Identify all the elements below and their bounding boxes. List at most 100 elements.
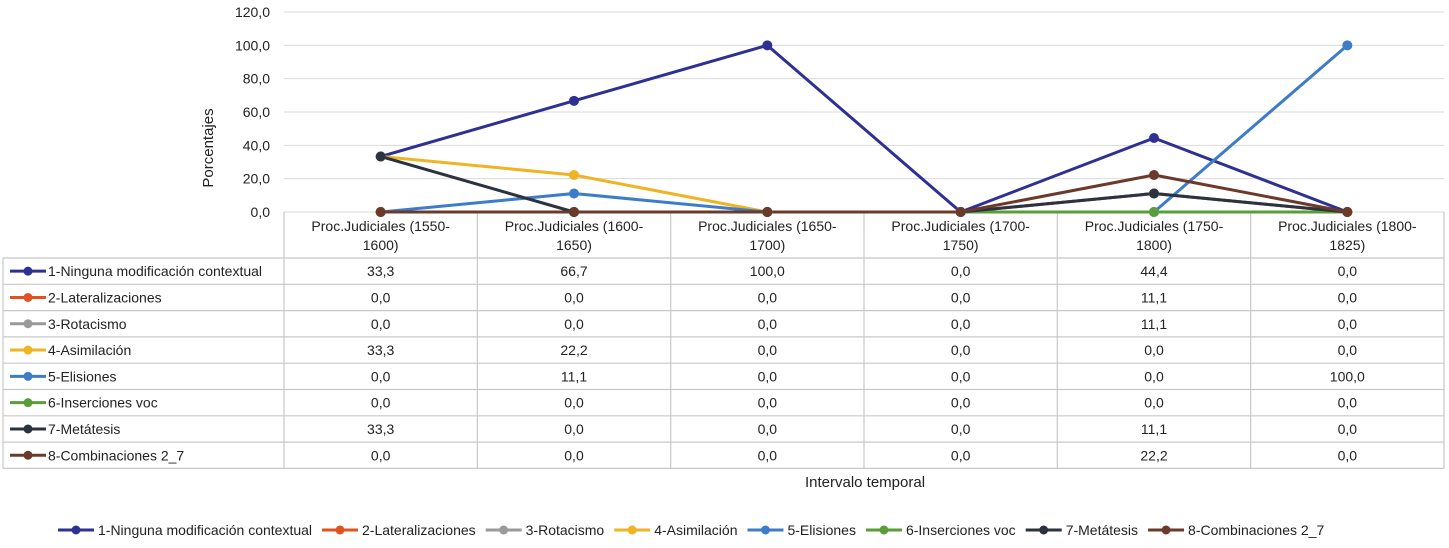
x-category-label: Proc.Judiciales (1600- <box>505 218 644 234</box>
y-tick-label: 20,0 <box>243 171 270 187</box>
table-row-series-name: 4-Asimilación <box>48 342 131 358</box>
series-line <box>380 173 1348 214</box>
data-point <box>569 207 579 217</box>
table-cell-value: 22,2 <box>560 342 587 358</box>
data-point <box>1342 40 1353 51</box>
table-cell-value: 100,0 <box>1330 368 1365 384</box>
legend-label: 5-Elisiones <box>787 522 855 538</box>
table-cell-value: 33,3 <box>367 263 394 279</box>
table-row-key-marker <box>23 371 33 381</box>
data-point <box>569 170 579 180</box>
table-cell-value: 0,0 <box>951 421 971 437</box>
legend-key-marker <box>760 525 770 535</box>
legend-key-marker <box>499 525 509 535</box>
table-cell-value: 0,0 <box>758 289 778 305</box>
legend-key-marker <box>1039 525 1049 535</box>
series-line <box>380 192 1348 214</box>
table-cell-value: 0,0 <box>951 316 971 332</box>
data-point <box>762 40 773 51</box>
table-cell-value: 0,0 <box>1144 395 1164 411</box>
table-cell-value: 0,0 <box>1338 316 1358 332</box>
table-cell-value: 44,4 <box>1140 263 1167 279</box>
table-cell-value: 0,0 <box>951 289 971 305</box>
x-axis-title: Intervalo temporal <box>805 474 925 491</box>
table-cell-value: 0,0 <box>951 342 971 358</box>
data-point <box>1149 133 1159 143</box>
x-category-label: 1750) <box>943 237 979 253</box>
table-cell-value: 0,0 <box>1338 395 1358 411</box>
legend-key-marker <box>71 525 81 535</box>
series-line <box>380 192 1348 214</box>
legend-key-marker <box>879 525 889 535</box>
table-row-series-name: 3-Rotacismo <box>48 316 127 332</box>
table-row-key-marker <box>23 398 33 408</box>
data-point <box>1149 207 1159 217</box>
y-tick-label: 40,0 <box>243 137 270 153</box>
table-cell-value: 22,2 <box>1140 447 1167 463</box>
table-cell-value: 0,0 <box>564 289 584 305</box>
table-cell-value: 0,0 <box>564 447 584 463</box>
data-point <box>1342 207 1353 217</box>
y-tick-label: 120,0 <box>235 4 270 20</box>
table-cell-value: 11,1 <box>1141 421 1167 437</box>
legend-label: 8-Combinaciones 2_7 <box>1188 522 1324 538</box>
x-category-label: Proc.Judiciales (1750- <box>1085 218 1224 234</box>
table-row-series-name: 7-Metátesis <box>48 421 120 437</box>
table-row-series-name: 1-Ninguna modificación contextual <box>48 263 262 279</box>
x-category-label: 1800) <box>1136 237 1172 253</box>
y-tick-label: 100,0 <box>235 37 270 53</box>
y-tick-label: 0,0 <box>251 204 271 220</box>
x-category-label: Proc.Judiciales (1800- <box>1278 218 1417 234</box>
data-point <box>569 188 579 199</box>
table-row-key-marker <box>23 345 33 355</box>
series-line <box>380 43 1348 214</box>
table-cell-value: 0,0 <box>758 447 778 463</box>
y-axis-title-group: Porcentajes <box>200 108 217 187</box>
legend-label: 4-Asimilación <box>654 522 737 538</box>
legend-label: 7-Metátesis <box>1066 522 1138 538</box>
table-row-series-name: 6-Inserciones voc <box>48 395 158 411</box>
legend-label: 6-Inserciones voc <box>906 522 1016 538</box>
legend-label: 1-Ninguna modificación contextual <box>98 522 312 538</box>
x-category-label: Proc.Judiciales (1550- <box>311 218 450 234</box>
table-cell-value: 0,0 <box>1338 289 1358 305</box>
table-cell-value: 33,3 <box>367 421 394 437</box>
data-table: Proc.Judiciales (1550- 1600) Proc.Judicial… <box>2 212 1445 469</box>
table-cell-value: 0,0 <box>1338 447 1358 463</box>
y-axis-title: Porcentajes <box>200 108 217 187</box>
table-cell-value: 0,0 <box>371 447 391 463</box>
data-point <box>375 151 386 162</box>
data-point <box>375 207 386 217</box>
data-point <box>1149 188 1159 199</box>
table-cell-value: 0,0 <box>951 447 971 463</box>
table-cell-value: 0,0 <box>758 368 778 384</box>
table-row-key-marker <box>23 266 33 276</box>
data-point <box>762 207 773 217</box>
series-points <box>375 40 1353 217</box>
data-point <box>955 207 966 217</box>
table-cell-value: 0,0 <box>1338 342 1358 358</box>
x-category-label: 1825) <box>1329 237 1365 253</box>
table-cell-value: 0,0 <box>564 395 584 411</box>
data-point <box>1149 170 1159 180</box>
table-cell-value: 11,1 <box>561 368 587 384</box>
x-category-label: 1700) <box>749 237 785 253</box>
table-cell-value: 0,0 <box>951 395 971 411</box>
gridlines <box>284 11 1444 213</box>
table-cell-value: 0,0 <box>564 421 584 437</box>
table-row-series-name: 8-Combinaciones 2_7 <box>48 447 184 463</box>
x-category-label: Proc.Judiciales (1700- <box>891 218 1030 234</box>
table-cell-value: 0,0 <box>1144 342 1164 358</box>
table-cell-value: 0,0 <box>371 316 391 332</box>
table-cell-value: 0,0 <box>951 368 971 384</box>
data-point <box>569 95 579 106</box>
y-tick-label: 80,0 <box>243 71 270 87</box>
legend-key-marker <box>1161 525 1171 535</box>
x-category-label: 1650) <box>556 237 592 253</box>
table-cell-value: 0,0 <box>1338 421 1358 437</box>
y-tick-label: 60,0 <box>243 104 270 120</box>
table-cell-value: 0,0 <box>1338 263 1358 279</box>
table-row-key-marker <box>23 319 33 329</box>
